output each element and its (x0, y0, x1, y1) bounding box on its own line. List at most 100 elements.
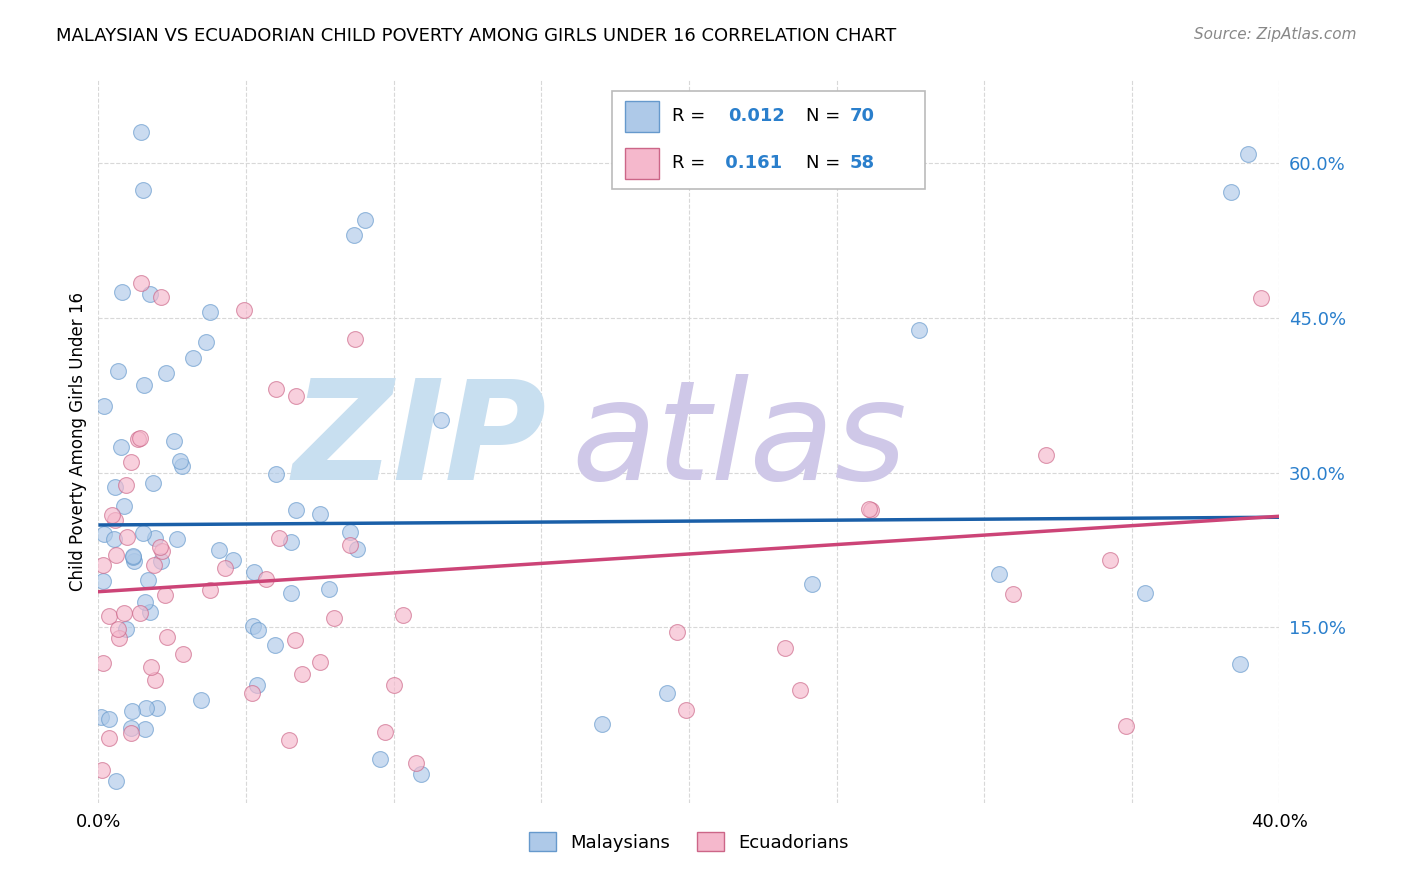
Point (246, 678, 269, 692)
Point (290, 667, 312, 681)
Point (98, 712, 121, 726)
Point (135, 701, 157, 715)
Point (93, 527, 115, 541)
Point (1099, 553, 1122, 567)
Point (134, 595, 156, 609)
Point (409, 766, 432, 780)
Point (143, 673, 166, 688)
Point (172, 458, 194, 473)
Point (145, 531, 167, 545)
Point (280, 535, 302, 549)
Point (146, 701, 169, 715)
Point (222, 553, 245, 567)
Point (129, 276, 152, 290)
Point (149, 540, 172, 554)
Point (405, 756, 427, 771)
Point (121, 704, 143, 718)
Point (240, 686, 263, 700)
Point (107, 622, 129, 636)
Point (97, 609, 120, 624)
Point (90, 709, 112, 723)
Point (101, 508, 124, 522)
Point (142, 475, 165, 490)
Point (789, 683, 811, 698)
Point (110, 441, 132, 455)
Point (122, 554, 145, 568)
Point (801, 577, 824, 591)
Point (318, 582, 340, 596)
Point (1229, 657, 1251, 671)
Point (344, 332, 367, 346)
Point (155, 367, 177, 381)
Point (284, 632, 307, 647)
Legend: Malaysians, Ecuadorians: Malaysians, Ecuadorians (522, 825, 856, 859)
Point (242, 619, 264, 633)
Point (120, 455, 142, 469)
Point (657, 686, 679, 700)
Point (132, 526, 155, 541)
Point (141, 659, 163, 673)
Point (138, 605, 160, 619)
Point (1115, 719, 1137, 733)
Point (280, 586, 302, 600)
Point (1002, 587, 1025, 601)
Point (323, 611, 346, 625)
Point (343, 227, 366, 242)
Point (115, 530, 138, 544)
Point (987, 567, 1010, 582)
Point (156, 630, 179, 644)
Point (127, 432, 149, 446)
Point (150, 544, 173, 558)
Point (139, 286, 162, 301)
Point (1133, 586, 1156, 600)
Point (103, 532, 125, 546)
Point (353, 212, 375, 227)
Point (107, 364, 129, 378)
Point (1237, 147, 1260, 161)
Point (112, 499, 135, 513)
Point (155, 588, 177, 602)
Point (91, 558, 114, 572)
Point (264, 382, 287, 396)
Point (104, 512, 127, 526)
Point (858, 501, 880, 516)
Point (859, 503, 882, 517)
Point (308, 507, 330, 521)
Point (214, 561, 236, 575)
Point (264, 467, 287, 482)
Text: atlas: atlas (571, 374, 907, 509)
Point (121, 549, 143, 563)
Point (339, 524, 361, 539)
Point (267, 531, 290, 545)
Point (163, 434, 186, 448)
Text: Source: ZipAtlas.com: Source: ZipAtlas.com (1194, 27, 1357, 42)
Point (346, 542, 368, 557)
Point (134, 722, 156, 736)
Point (93, 656, 115, 670)
Point (773, 640, 796, 655)
Y-axis label: Child Poverty Among Girls Under 16: Child Poverty Among Girls Under 16 (69, 292, 87, 591)
Point (190, 693, 212, 707)
Point (128, 431, 150, 445)
Point (129, 606, 152, 620)
Point (1219, 186, 1241, 200)
Point (104, 548, 127, 562)
Text: MALAYSIAN VS ECUADORIAN CHILD POVERTY AMONG GIRLS UNDER 16 CORRELATION CHART: MALAYSIAN VS ECUADORIAN CHILD POVERTY AM… (56, 27, 897, 45)
Point (112, 606, 135, 620)
Point (136, 573, 159, 587)
Point (132, 378, 155, 392)
Point (264, 638, 287, 652)
Point (207, 542, 229, 557)
Point (1035, 448, 1057, 462)
Point (368, 752, 391, 766)
Point (284, 389, 307, 403)
Point (172, 647, 194, 661)
Point (120, 721, 142, 735)
Point (115, 622, 138, 636)
Point (285, 503, 308, 517)
Point (121, 550, 143, 565)
Point (142, 558, 165, 573)
Point (254, 572, 277, 586)
Point (382, 678, 405, 692)
Point (91, 763, 114, 777)
